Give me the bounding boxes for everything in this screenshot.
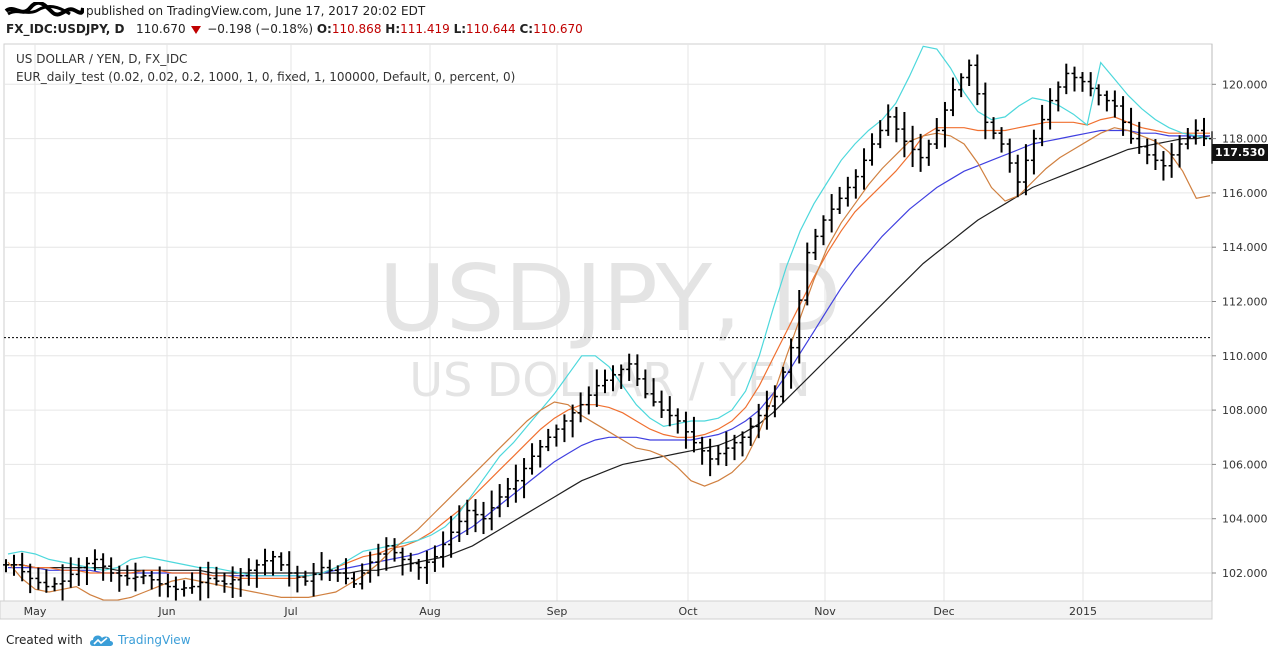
close-label: C: — [519, 22, 534, 36]
price-axis-label: 114.000 — [1222, 241, 1268, 254]
tradingview-link[interactable]: TradingView — [118, 633, 191, 647]
price-chart[interactable]: USDJPY, DUS DOLLAR / YEN102.000104.00010… — [0, 40, 1270, 620]
publish-bar: published on TradingView.com, June 17, 2… — [0, 0, 1270, 22]
chart-area[interactable]: USDJPY, D US DOLLAR / YEN 102.000 104.000 10… — [0, 40, 1270, 620]
quote-line: FX_IDC:USDJPY, D 110.670 −0.198 (−0.18%)… — [6, 22, 583, 36]
price-axis-label: 120.000 — [1222, 78, 1268, 91]
time-axis-label: 2015 — [1069, 605, 1097, 618]
time-axis-label: May — [24, 605, 47, 618]
high-value: 111.419 — [400, 22, 450, 36]
time-axis-label: Oct — [678, 605, 698, 618]
redacted-author-scribble — [4, 2, 84, 17]
price-axis-label: 112.000 — [1222, 296, 1268, 309]
price-axis-label: 116.000 — [1222, 187, 1268, 200]
close-value: 110.670 — [533, 22, 583, 36]
open-value: 110.868 — [331, 22, 382, 36]
down-arrow-icon — [191, 26, 202, 34]
legend-title: US DOLLAR / YEN, D, FX_IDC — [16, 52, 188, 66]
tradingview-cloud-icon[interactable] — [88, 632, 114, 648]
price-axis-label: 110.000 — [1222, 350, 1268, 363]
price-axis-label: 106.000 — [1222, 458, 1268, 471]
time-axis-label: Dec — [933, 605, 954, 618]
time-axis-label: Aug — [419, 605, 440, 618]
time-axis-band — [0, 600, 1213, 620]
last-price: 110.670 — [135, 22, 186, 36]
legend-indicator: EUR_daily_test (0.02, 0.02, 0.2, 1000, 1… — [16, 70, 516, 84]
low-label: L: — [453, 22, 467, 36]
last-price-badge: 117.530 — [1212, 144, 1268, 161]
watermark-symbol: USDJPY, D — [379, 245, 842, 352]
open-label: O: — [316, 22, 332, 36]
low-value: 110.644 — [466, 22, 516, 36]
time-axis-label: Sep — [547, 605, 568, 618]
price-change: −0.198 (−0.18%) — [207, 22, 313, 36]
published-text: published on TradingView.com, June 17, 2… — [86, 4, 426, 18]
price-axis-label: 102.000 — [1222, 567, 1268, 580]
symbol-label: FX_IDC:USDJPY, D — [6, 22, 125, 36]
time-axis-label: Jul — [283, 605, 297, 618]
footer: Created with TradingView — [0, 626, 1270, 658]
price-axis-label: 118.000 — [1222, 133, 1268, 146]
time-axis-label: Jun — [157, 605, 175, 618]
plot-frame — [3, 43, 1213, 602]
price-axis-label: 108.000 — [1222, 404, 1268, 417]
created-with-label: Created with — [6, 633, 83, 647]
price-axis-label: 104.000 — [1222, 513, 1268, 526]
high-label: H: — [385, 22, 401, 36]
time-axis-label: Nov — [814, 605, 836, 618]
